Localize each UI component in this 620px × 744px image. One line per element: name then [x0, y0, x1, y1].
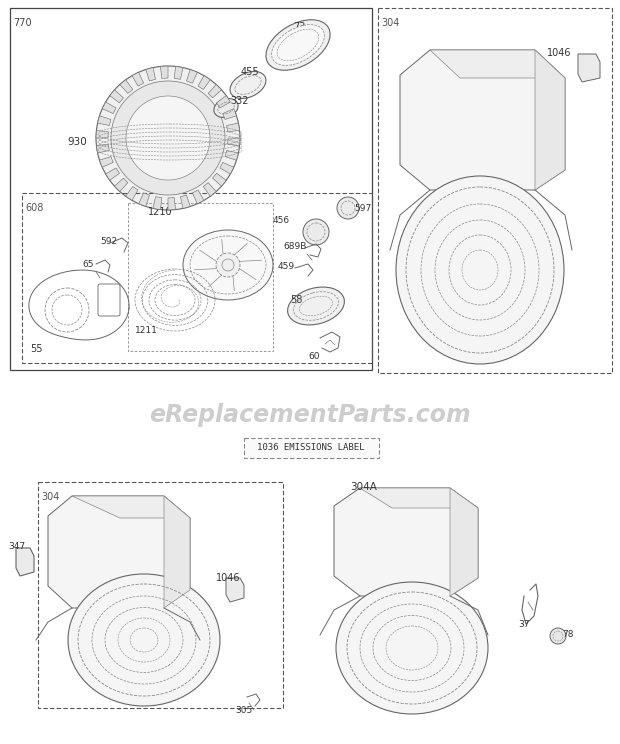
Ellipse shape [230, 71, 266, 98]
Bar [38, 482, 283, 708]
Polygon shape [48, 496, 190, 608]
Polygon shape [225, 150, 239, 160]
Polygon shape [227, 123, 239, 132]
Text: 1046: 1046 [547, 48, 572, 58]
Text: 1046: 1046 [216, 573, 241, 583]
Bar [10, 8, 372, 370]
Polygon shape [105, 168, 120, 180]
Text: 1210: 1210 [148, 207, 172, 217]
Text: 455: 455 [241, 67, 260, 77]
Text: 305: 305 [235, 706, 252, 715]
Text: eReplacementParts.com: eReplacementParts.com [149, 403, 471, 427]
Ellipse shape [288, 287, 344, 325]
Polygon shape [203, 182, 216, 196]
Polygon shape [360, 488, 478, 508]
Polygon shape [228, 138, 240, 146]
Text: 37: 37 [518, 620, 529, 629]
Bar [378, 8, 612, 373]
Circle shape [550, 628, 566, 644]
Polygon shape [115, 178, 128, 191]
Polygon shape [187, 69, 197, 83]
Polygon shape [132, 72, 144, 86]
Polygon shape [161, 66, 168, 78]
Polygon shape [72, 496, 190, 518]
Text: 689B: 689B [283, 242, 306, 251]
Bar [128, 203, 273, 351]
Ellipse shape [272, 25, 324, 65]
Ellipse shape [214, 98, 238, 118]
Text: 459: 459 [278, 262, 295, 271]
Circle shape [126, 96, 210, 180]
Polygon shape [139, 193, 149, 207]
Text: 65: 65 [82, 260, 94, 269]
Circle shape [96, 66, 240, 210]
Polygon shape [450, 488, 478, 596]
Text: 60: 60 [308, 352, 319, 361]
Circle shape [337, 197, 359, 219]
Text: 347: 347 [8, 542, 25, 551]
Text: 332: 332 [230, 96, 249, 106]
Polygon shape [220, 162, 234, 174]
Text: 58: 58 [290, 295, 303, 305]
Polygon shape [198, 76, 210, 89]
Text: 1211: 1211 [135, 326, 158, 335]
Polygon shape [146, 68, 156, 81]
Polygon shape [168, 198, 175, 210]
Polygon shape [120, 80, 133, 94]
Circle shape [216, 253, 240, 277]
Polygon shape [153, 196, 162, 210]
Polygon shape [97, 116, 111, 126]
Polygon shape [126, 187, 138, 200]
Polygon shape [430, 50, 565, 78]
Text: 597: 597 [354, 204, 371, 213]
Polygon shape [226, 578, 244, 602]
Ellipse shape [396, 176, 564, 364]
Polygon shape [223, 109, 236, 120]
Polygon shape [16, 548, 34, 576]
Polygon shape [334, 488, 478, 596]
Circle shape [111, 81, 225, 195]
Polygon shape [164, 496, 190, 608]
Ellipse shape [183, 230, 273, 300]
Polygon shape [216, 96, 231, 108]
Text: 304A: 304A [350, 482, 377, 492]
Polygon shape [100, 156, 113, 167]
Bar [22, 193, 372, 363]
Ellipse shape [336, 582, 488, 714]
Bar [348, 498, 436, 576]
Text: 73: 73 [293, 22, 306, 32]
Polygon shape [102, 102, 116, 114]
Text: 304: 304 [381, 18, 399, 28]
Text: 456: 456 [273, 216, 290, 225]
Text: 78: 78 [562, 630, 574, 639]
Text: 770: 770 [13, 18, 32, 28]
Polygon shape [192, 190, 204, 204]
Polygon shape [174, 66, 183, 80]
Bar [418, 62, 518, 170]
Circle shape [303, 219, 329, 245]
Polygon shape [400, 50, 565, 190]
Polygon shape [96, 144, 109, 153]
Bar [244, 438, 379, 458]
Polygon shape [578, 54, 600, 82]
Text: 930: 930 [67, 137, 87, 147]
Bar [60, 505, 156, 587]
Polygon shape [213, 173, 226, 186]
Polygon shape [96, 130, 108, 138]
Ellipse shape [266, 20, 330, 70]
Polygon shape [110, 90, 123, 103]
Polygon shape [180, 195, 190, 208]
Polygon shape [535, 50, 565, 190]
Text: 592: 592 [100, 237, 117, 246]
Polygon shape [208, 85, 221, 98]
Ellipse shape [68, 574, 220, 706]
Text: 304: 304 [41, 492, 60, 502]
Text: 1036 EMISSIONS LABEL: 1036 EMISSIONS LABEL [257, 443, 365, 452]
Text: 608: 608 [25, 203, 43, 213]
Text: 55: 55 [30, 344, 43, 354]
